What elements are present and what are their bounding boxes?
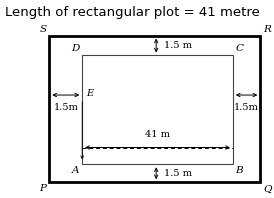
Text: B: B [236, 166, 243, 175]
Text: Q: Q [263, 184, 272, 193]
Text: E: E [86, 89, 93, 98]
Text: 1.5 m: 1.5 m [164, 41, 192, 50]
Bar [82, 55, 233, 164]
Text: 41 m: 41 m [145, 130, 170, 139]
Bar [49, 36, 260, 182]
Text: Length of rectangular plot = 41 metre: Length of rectangular plot = 41 metre [5, 6, 260, 19]
Text: 1.5 m: 1.5 m [164, 169, 192, 178]
Text: R: R [263, 25, 271, 34]
Text: C: C [236, 45, 244, 53]
Text: D: D [71, 45, 79, 53]
Text: A: A [72, 166, 79, 175]
Text: P: P [39, 184, 47, 193]
Text: S: S [39, 25, 47, 34]
Text: 1.5m: 1.5m [53, 103, 78, 112]
Text: 1.5m: 1.5m [234, 103, 259, 112]
